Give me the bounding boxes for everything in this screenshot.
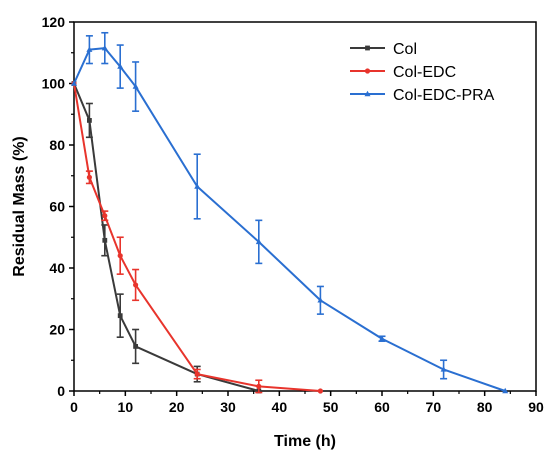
x-tick-label: 10 bbox=[118, 399, 134, 415]
y-tick-label: 20 bbox=[49, 322, 65, 338]
x-tick-label: 70 bbox=[426, 399, 442, 415]
data-point bbox=[117, 63, 124, 69]
y-tick-label: 80 bbox=[49, 137, 65, 153]
data-point bbox=[133, 282, 139, 288]
x-tick-label: 50 bbox=[323, 399, 339, 415]
data-point bbox=[102, 213, 108, 219]
data-point bbox=[132, 83, 139, 89]
x-axis-title: Time (h) bbox=[274, 433, 336, 450]
x-tick-label: 60 bbox=[374, 399, 390, 415]
series-col bbox=[71, 81, 262, 394]
series-col-edc-pra bbox=[71, 31, 509, 394]
data-point bbox=[71, 80, 77, 86]
data-point bbox=[194, 183, 201, 189]
x-tick-label: 20 bbox=[169, 399, 185, 415]
legend-marker bbox=[364, 68, 371, 74]
y-tick-label: 0 bbox=[57, 383, 65, 399]
legend-marker bbox=[364, 90, 371, 97]
x-tick-label: 80 bbox=[477, 399, 493, 415]
legend-label: Col bbox=[393, 41, 417, 58]
x-tick-label: 90 bbox=[528, 399, 544, 415]
legend-item: Col-EDC-PRA bbox=[350, 87, 495, 104]
legend-item: Col bbox=[350, 41, 417, 58]
series-line bbox=[73, 83, 260, 392]
x-tick-label: 40 bbox=[272, 399, 288, 415]
data-point bbox=[87, 118, 92, 123]
data-point bbox=[86, 46, 93, 52]
data-point bbox=[102, 237, 108, 243]
y-tick-label: 100 bbox=[42, 76, 66, 92]
x-tick-label: 30 bbox=[220, 399, 236, 415]
series-line bbox=[73, 83, 321, 392]
x-axis: 0 10 20 30 40 50 60 70 80 90 bbox=[70, 391, 544, 415]
plot-border bbox=[73, 21, 537, 392]
legend: Col Col-EDC Col-EDC-PRA bbox=[350, 41, 495, 104]
plot-frame bbox=[73, 21, 537, 392]
legend-label: Col-EDC-PRA bbox=[393, 87, 495, 104]
legend-item: Col-EDC bbox=[350, 64, 456, 81]
data-point bbox=[117, 253, 123, 259]
data-point bbox=[317, 297, 324, 303]
data-point bbox=[86, 174, 92, 180]
x-tick-label: 0 bbox=[70, 399, 78, 415]
data-point bbox=[194, 371, 200, 377]
data-point bbox=[133, 344, 138, 349]
series-layer bbox=[71, 31, 509, 394]
y-axis-title: Residual Mass (%) bbox=[11, 136, 28, 276]
y-tick-label: 60 bbox=[49, 199, 65, 215]
data-point bbox=[502, 387, 509, 394]
data-point bbox=[317, 388, 323, 394]
y-tick-label: 120 bbox=[42, 14, 66, 30]
data-point bbox=[440, 366, 447, 372]
data-point bbox=[255, 238, 262, 245]
data-point bbox=[256, 383, 262, 389]
data-point bbox=[117, 313, 123, 319]
data-point bbox=[101, 44, 108, 51]
legend-marker bbox=[365, 45, 370, 51]
legend-label: Col-EDC bbox=[393, 64, 456, 81]
series-col-edc bbox=[71, 80, 323, 394]
data-point bbox=[379, 335, 385, 341]
y-axis: 0 20 40 60 80 100 120 bbox=[42, 14, 74, 399]
y-tick-label: 40 bbox=[49, 260, 65, 276]
